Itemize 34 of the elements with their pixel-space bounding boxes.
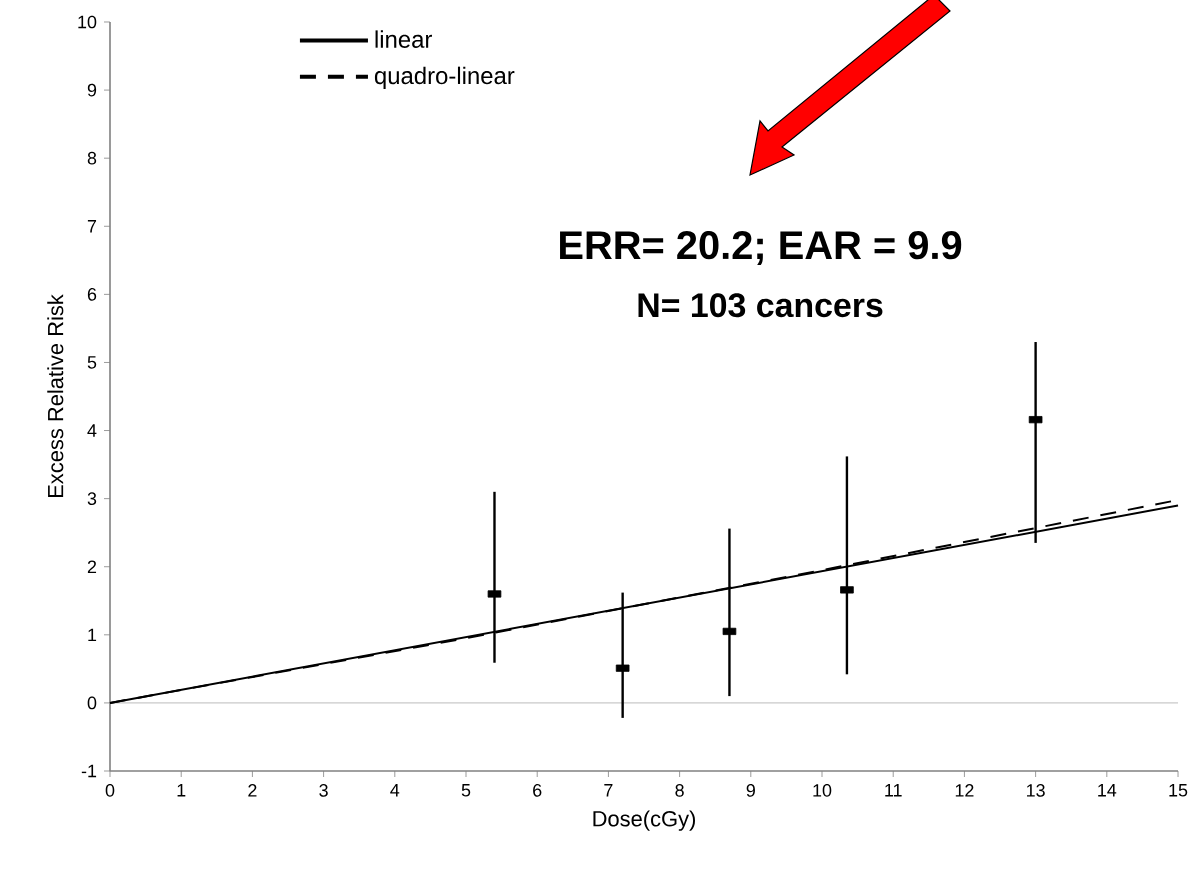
y-tick-label: 7 (87, 220, 97, 233)
x-tick-label: 10 (813, 784, 832, 797)
x-tick-label: 14 (1098, 784, 1117, 797)
y-tick-label: 10 (78, 15, 97, 29)
y-tick-label: 8 (87, 151, 97, 165)
x-tick-label: 11 (885, 784, 902, 797)
y-tick-label: 2 (87, 560, 97, 573)
annotation: ERR= 20.2; EAR = 9.9 (560, 231, 962, 266)
y-tick-label: 5 (87, 356, 97, 369)
x-tick-label: 2 (248, 784, 257, 797)
y-tick-label: 4 (87, 424, 97, 437)
x-tick-label: 12 (955, 784, 974, 797)
y-tick-label: 1 (88, 628, 97, 641)
x-tick-label: 8 (675, 784, 684, 797)
x-tick-label: 9 (746, 784, 755, 797)
x-tick-label: 15 (1169, 784, 1188, 797)
x-tick-label: 13 (1027, 784, 1045, 797)
x-tick-label: 3 (319, 784, 328, 797)
y-tick-label: 9 (87, 83, 97, 97)
x-tick-label: 5 (461, 784, 471, 797)
x-tick-label: 1 (177, 784, 186, 797)
y-tick-label: 0 (87, 696, 97, 710)
y-axis-title: Excess Relative Risk (47, 294, 64, 497)
x-tick-label: 7 (604, 784, 613, 797)
x-tick-label: 4 (390, 784, 400, 797)
x-axis-title: Dose(cGy) (593, 810, 695, 831)
x-tick-label: 6 (533, 784, 542, 797)
x-tick-label: 0 (105, 784, 115, 797)
y-tick-label: -1 (81, 764, 97, 778)
legend-label: linear (375, 30, 432, 48)
y-tick-label: 6 (87, 288, 97, 301)
annotation: N= 103 cancers (638, 293, 883, 318)
y-tick-label: 3 (87, 492, 97, 505)
legend-label: quadro-linear (374, 66, 515, 89)
